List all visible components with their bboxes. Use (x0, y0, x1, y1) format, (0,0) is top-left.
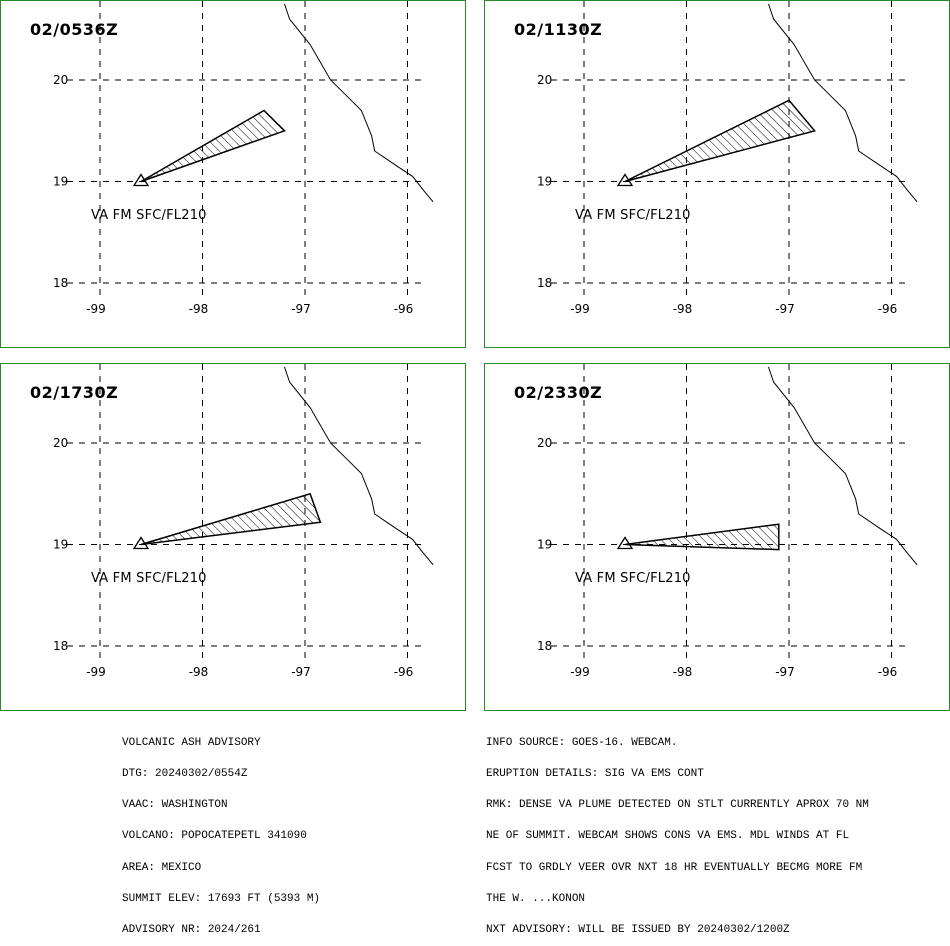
lon-tick-label: -96 (394, 665, 414, 679)
lat-tick-label: 20 (53, 436, 68, 450)
coastline (284, 366, 434, 566)
map-panel-1130z: -99 -98 -97 -96 20 19 18 02/1130Z VA FM SFC/FL… (484, 0, 950, 348)
ash-plume-polygon (624, 523, 780, 551)
panel-time: 02/0536Z (30, 20, 119, 39)
panel-time: 02/1730Z (30, 383, 119, 402)
map-1730z: -99 -98 -97 -96 20 19 18 (53, 364, 434, 679)
advisory-line-remarks-3: FCST TO GRDLY VEER OVR NXT 18 HR EVENTUA… (486, 861, 863, 874)
lat-tick-label: 19 (537, 538, 552, 552)
lon-tick-label: -98 (189, 665, 209, 679)
lat-tick-label: 20 (537, 73, 552, 87)
advisory-line-remarks-2: NE OF SUMMIT. WEBCAM SHOWS CONS VA EMS. … (486, 830, 850, 843)
advisory-line-vaac: VAAC: WASHINGTON (122, 799, 228, 812)
advisory-line-title: VOLCANIC ASH ADVISORY (122, 736, 261, 749)
lat-tick-label: 19 (53, 175, 68, 189)
lat-tick-label: 19 (537, 175, 552, 189)
lon-tick-label: -97 (775, 302, 795, 316)
advisory-line-next-advisory: NXT ADVISORY: WILL BE ISSUED BY 20240302… (486, 924, 790, 937)
lon-tick-label: -97 (291, 665, 311, 679)
advisory-details-block: INFO SOURCE: GOES-16. WEBCAM. ERUPTION D… (486, 717, 869, 946)
lon-tick-label: -98 (673, 665, 693, 679)
lat-tick-label: 19 (53, 538, 68, 552)
volcano-triangle-icon (616, 536, 634, 550)
lon-tick-label: -96 (878, 302, 898, 316)
coastline (284, 3, 434, 203)
advisory-line-advisory-nr: ADVISORY NR: 2024/261 (122, 924, 261, 937)
lon-tick-label: -97 (291, 302, 311, 316)
lon-tick-label: -99 (86, 665, 106, 679)
volcano-triangle-icon (132, 536, 150, 550)
map-2330z: -99 -98 -97 -96 20 19 18 (537, 364, 918, 679)
map-1130z: -99 -98 -97 -96 20 19 18 (537, 1, 918, 316)
lat-tick-label: 18 (537, 639, 552, 653)
ash-plume-polygon (140, 109, 286, 183)
volcano-triangle-icon (616, 173, 634, 187)
ash-plume-polygon (624, 99, 816, 183)
lon-tick-label: -99 (570, 302, 590, 316)
va-level-label: VA FM SFC/FL210 (575, 208, 691, 223)
panel-time: 02/2330Z (514, 383, 603, 402)
map-panel-0536z: -99 -98 -97 -96 20 19 18 02/0536Z VA FM SFC/FL… (0, 0, 466, 348)
coastline (768, 366, 918, 566)
lon-tick-label: -96 (878, 665, 898, 679)
advisory-line-remarks-1: RMK: DENSE VA PLUME DETECTED ON STLT CUR… (486, 799, 869, 812)
coastline (768, 3, 918, 203)
lon-tick-label: -99 (570, 665, 590, 679)
advisory-line-area: AREA: MEXICO (122, 861, 202, 874)
map-panel-2330z: -99 -98 -97 -96 20 19 18 02/2330Z VA FM SFC/FL… (484, 363, 950, 711)
panel-time: 02/1130Z (514, 20, 603, 39)
va-level-label: VA FM SFC/FL210 (91, 571, 207, 586)
lon-tick-label: -98 (673, 302, 693, 316)
advisory-line-dtg: DTG: 20240302/0554Z (122, 768, 248, 781)
advisory-line-eruption-details: ERUPTION DETAILS: SIG VA EMS CONT (486, 768, 704, 781)
ash-plume-polygon (140, 492, 322, 546)
map-0536z: -99 -98 -97 -96 20 19 18 (53, 1, 434, 316)
map-panel-1730z: -99 -98 -97 -96 20 19 18 02/1730Z VA FM SFC/FL… (0, 363, 466, 711)
advisory-line-volcano: VOLCANO: POPOCATEPETL 341090 (122, 830, 307, 843)
advisory-line-info-source: INFO SOURCE: GOES-16. WEBCAM. (486, 736, 678, 749)
lat-tick-label: 20 (537, 436, 552, 450)
advisory-header-block: VOLCANIC ASH ADVISORY DTG: 20240302/0554… (122, 717, 320, 946)
advisory-line-summit-elev: SUMMIT ELEV: 17693 FT (5393 M) (122, 892, 321, 905)
volcano-triangle-icon (132, 173, 150, 187)
lat-tick-label: 18 (537, 276, 552, 290)
lon-tick-label: -98 (189, 302, 209, 316)
va-level-label: VA FM SFC/FL210 (575, 571, 691, 586)
lat-tick-label: 20 (53, 73, 68, 87)
lat-tick-label: 18 (53, 639, 68, 653)
va-level-label: VA FM SFC/FL210 (91, 208, 207, 223)
lon-tick-label: -96 (394, 302, 414, 316)
lon-tick-label: -97 (775, 665, 795, 679)
advisory-line-remarks-4: THE W. ...KONON (486, 892, 586, 905)
lat-tick-label: 18 (53, 276, 68, 290)
lon-tick-label: -99 (86, 302, 106, 316)
